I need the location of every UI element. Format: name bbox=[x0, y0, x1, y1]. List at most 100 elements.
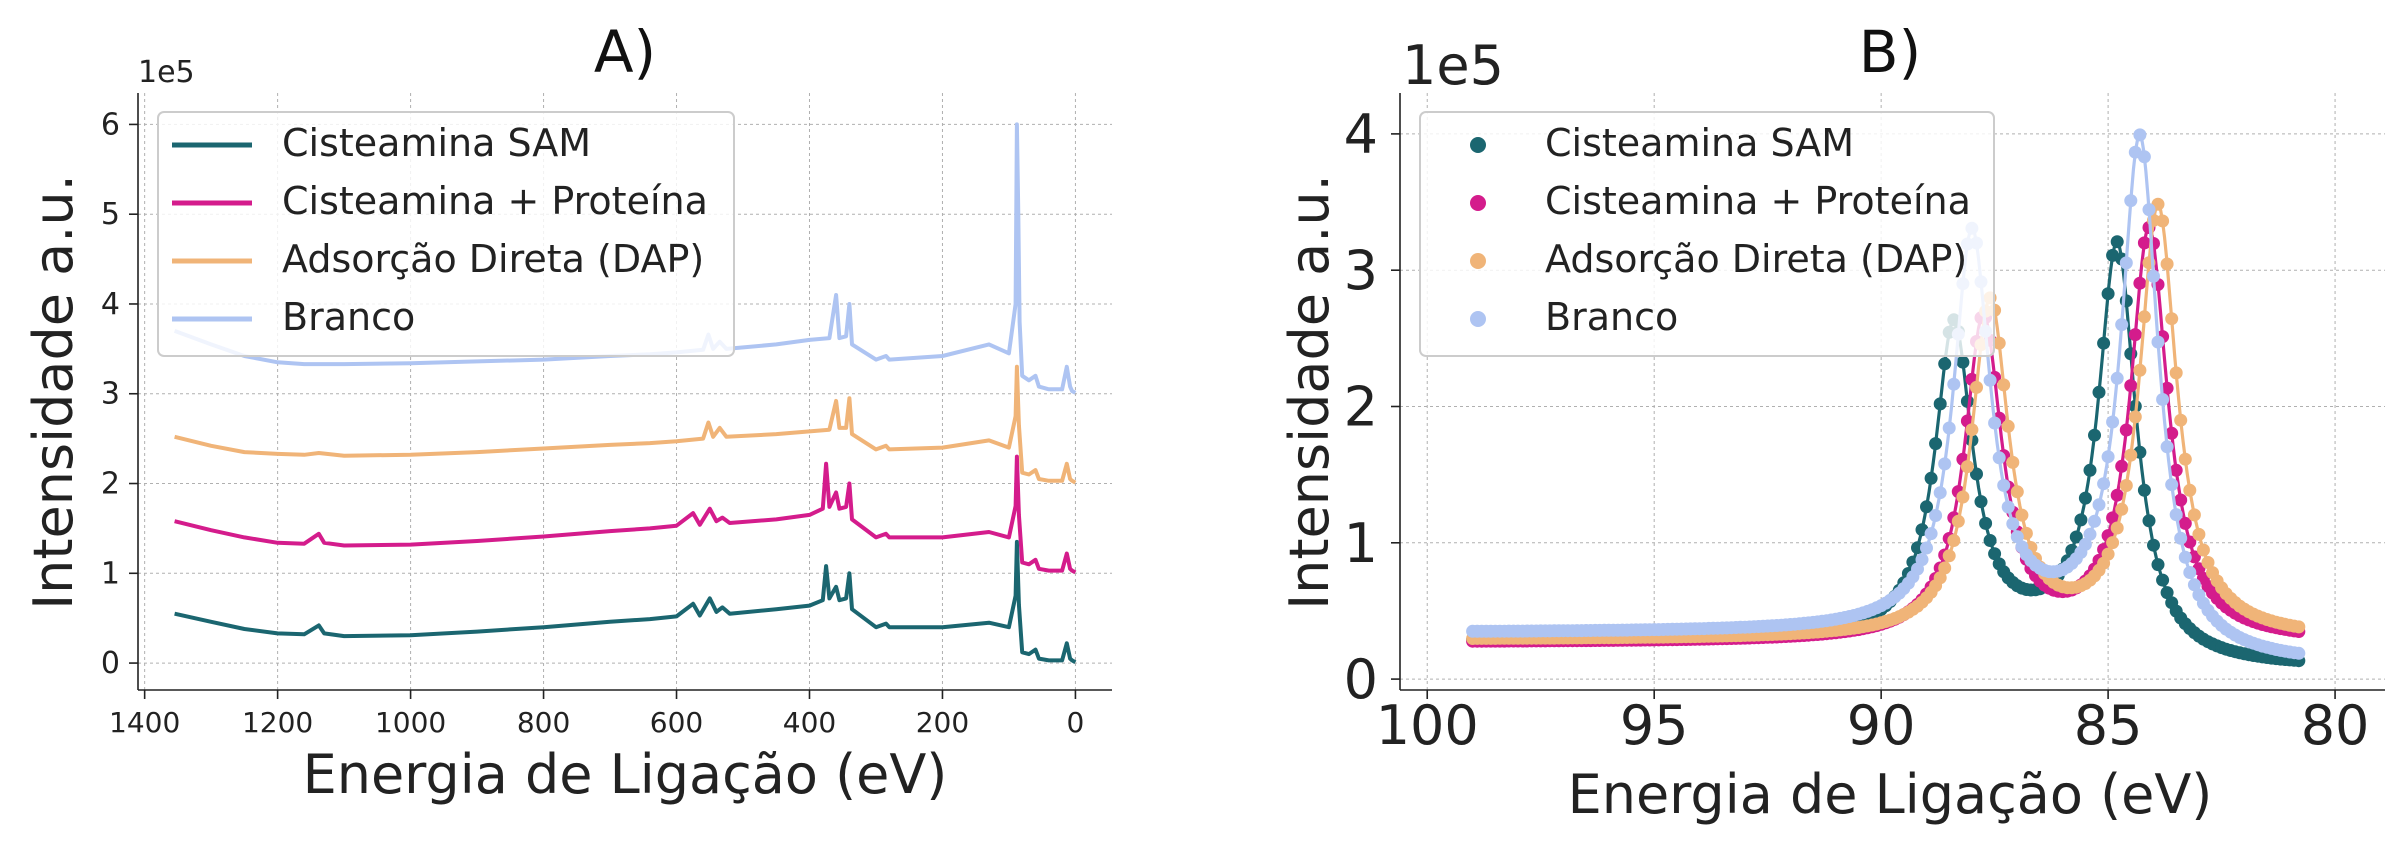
panel-b-point bbox=[2119, 423, 2133, 437]
panel-b-point bbox=[2115, 459, 2129, 473]
panel-b-point bbox=[2187, 578, 2201, 592]
panel-b-point bbox=[1992, 336, 2006, 350]
panel-b-x-tick-label: 85 bbox=[2074, 694, 2143, 757]
panel-b-point bbox=[2142, 514, 2156, 528]
panel-b-point bbox=[2128, 410, 2142, 424]
panel-b-point bbox=[2183, 483, 2197, 497]
panel-b-x-tick-label: 100 bbox=[1376, 694, 1479, 757]
panel-b-point bbox=[2137, 483, 2151, 497]
panel-b-peak-fit-chart: 100 95 90 85 80 0 1 2 3 4 B) 1e5 Energia de Ligaç… bbox=[1278, 18, 2385, 826]
panel-b-point bbox=[2169, 366, 2183, 380]
panel-b-point bbox=[1979, 516, 1993, 530]
panel-a-y-tick-label: 5 bbox=[101, 197, 120, 232]
panel-b-point bbox=[2160, 440, 2174, 454]
panel-b-legend-label-cisteamina-proteina: Cisteamina + Proteína bbox=[1545, 179, 1971, 223]
panel-b-point bbox=[2119, 479, 2133, 492]
panel-b-point bbox=[2110, 235, 2124, 249]
panel-b-point bbox=[2101, 287, 2115, 301]
panel-b-point bbox=[2083, 527, 2097, 541]
panel-b-point bbox=[2124, 194, 2138, 208]
panel-a-line-cisteamina-proteina bbox=[174, 454, 1077, 575]
panel-a-title: A) bbox=[594, 18, 656, 86]
panel-b-point bbox=[2006, 455, 2020, 469]
panel-b-point bbox=[1933, 397, 1947, 411]
panel-b-point bbox=[2165, 312, 2179, 326]
panel-a-series-lines bbox=[173, 122, 1077, 664]
panel-b-y-multiplier: 1e5 bbox=[1402, 34, 1504, 97]
panel-b-point bbox=[2078, 491, 2092, 505]
panel-a-x-tick-label: 800 bbox=[517, 706, 570, 739]
panel-a-y-axis-label: Intensidade a.u. bbox=[22, 174, 85, 610]
panel-b-point bbox=[2010, 530, 2024, 544]
panel-b-point bbox=[1997, 478, 2011, 492]
panel-b-point bbox=[1933, 571, 1947, 585]
panel-a-x-tick-label: 0 bbox=[1067, 706, 1085, 739]
panel-b-point bbox=[2196, 543, 2210, 557]
panel-b-point bbox=[1938, 457, 1952, 471]
panel-b-point bbox=[2187, 508, 2201, 522]
panel-a-x-tick-label: 1200 bbox=[242, 706, 313, 739]
panel-a-y-multiplier: 1e5 bbox=[138, 55, 195, 90]
panel-b-y-tick-label: 0 bbox=[1344, 648, 1378, 711]
panel-a-legend: Cisteamina SAM Cisteamina + Proteína Ads… bbox=[157, 111, 735, 357]
panel-b-x-tick-label: 95 bbox=[1620, 694, 1689, 757]
panel-b-point bbox=[1983, 373, 1997, 387]
panel-b-point bbox=[2110, 521, 2124, 535]
panel-b-ticks: 100 95 90 85 80 0 1 2 3 4 bbox=[1344, 103, 2370, 757]
panel-b-legend: Cisteamina SAM Cisteamina + Proteína Ads… bbox=[1419, 111, 1995, 357]
panel-b-point bbox=[2006, 517, 2020, 531]
panel-b-point bbox=[1988, 547, 2002, 561]
panel-a-y-tick-label: 3 bbox=[101, 377, 120, 412]
panel-b-point bbox=[2292, 620, 2306, 634]
panel-b-point bbox=[2106, 536, 2120, 550]
panel-b-point bbox=[2115, 502, 2129, 516]
panel-a-y-tick-label: 0 bbox=[101, 646, 120, 681]
panel-b-point bbox=[2178, 516, 2192, 530]
panel-b-legend-label-adsorcao-direta: Adsorção Direta (DAP) bbox=[1545, 237, 1967, 281]
panel-b-point bbox=[1970, 467, 1983, 481]
panel-b-point bbox=[2169, 508, 2183, 522]
panel-b-point bbox=[2001, 419, 2015, 433]
panel-b-point bbox=[2169, 463, 2183, 477]
panel-b-point bbox=[2156, 393, 2170, 406]
panel-b-point bbox=[2083, 463, 2097, 477]
panel-b-point bbox=[2156, 214, 2170, 228]
panel-b-point bbox=[1988, 416, 2002, 430]
panel-b-x-tick-label: 80 bbox=[2301, 694, 2370, 757]
panel-b-y-tick-label: 3 bbox=[1344, 239, 1378, 302]
panel-b-point bbox=[1938, 561, 1952, 575]
panel-a-legend-label-cisteamina-proteina: Cisteamina + Proteína bbox=[282, 179, 708, 223]
panel-b-point bbox=[2133, 276, 2147, 290]
panel-b-point bbox=[2160, 586, 2174, 600]
panel-a-legend-label-cisteamina-sam: Cisteamina SAM bbox=[282, 121, 591, 165]
panel-b-point bbox=[2092, 498, 2106, 512]
panel-a-legend-frame bbox=[157, 111, 735, 357]
panel-b-point bbox=[2124, 448, 2138, 462]
panel-b-x-axis-label: Energia de Ligação (eV) bbox=[1568, 763, 2213, 826]
panel-a-y-tick-label: 1 bbox=[101, 556, 120, 591]
panel-b-point bbox=[2133, 363, 2147, 377]
panel-b-point bbox=[2101, 547, 2115, 561]
panel-b-point bbox=[1942, 421, 1956, 435]
panel-b-title: B) bbox=[1859, 18, 1921, 86]
panel-b-point bbox=[2165, 478, 2179, 492]
panel-b-point bbox=[2137, 150, 2151, 164]
panel-b-point bbox=[2069, 530, 2083, 544]
panel-b-point bbox=[2010, 485, 2024, 499]
panel-b-point bbox=[1942, 549, 1956, 563]
panel-b-legend-marker-cisteamina-proteina bbox=[1470, 195, 1486, 211]
panel-a-legend-label-adsorcao-direta: Adsorção Direta (DAP) bbox=[282, 237, 704, 281]
panel-b-point bbox=[2001, 500, 2015, 514]
panel-b-legend-label-branco: Branco bbox=[1545, 295, 1678, 339]
panel-b-point bbox=[2142, 203, 2156, 217]
panel-b-point bbox=[1960, 394, 1974, 408]
panel-b-point bbox=[2133, 128, 2147, 142]
panel-b-legend-marker-branco bbox=[1470, 311, 1486, 327]
panel-b-point bbox=[2160, 381, 2174, 395]
panel-b-point bbox=[2088, 514, 2101, 528]
panel-a-x-tick-label: 600 bbox=[650, 706, 703, 739]
panel-a-line-branco bbox=[173, 122, 1077, 395]
panel-b-point bbox=[2151, 558, 2165, 572]
panel-b-point bbox=[1920, 541, 1933, 555]
